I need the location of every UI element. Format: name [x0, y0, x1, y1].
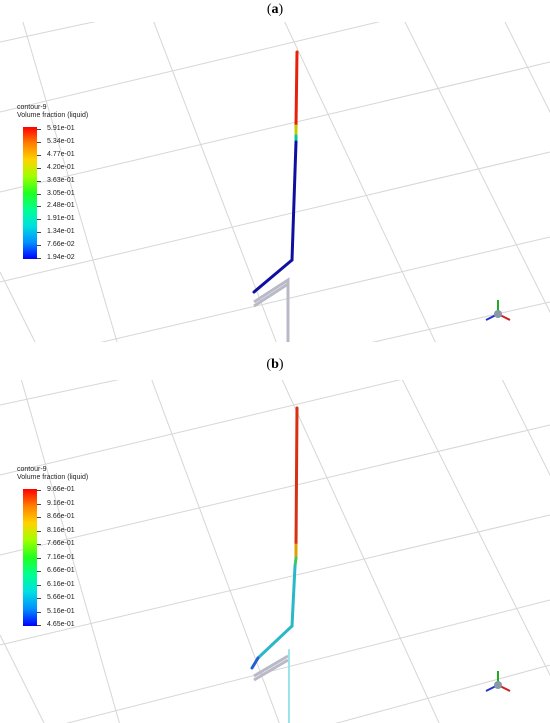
legend-value: 1.94e-02: [47, 254, 75, 261]
legend-title-b: contour-9 Volume fraction (liquid): [17, 466, 88, 482]
legend-tick: [37, 180, 41, 182]
legend-tick: [37, 625, 41, 626]
legend-value: 5.34e-01: [47, 137, 75, 145]
legend-value: 8.66e-01: [47, 513, 75, 520]
legend-value: 4.77e-01: [47, 150, 75, 158]
legend-value: 5.66e-01: [47, 594, 75, 601]
legend-tick: [37, 245, 41, 247]
pipe-lower: [253, 277, 290, 342]
grid-floor-a: [0, 22, 550, 342]
legend-tick: [37, 258, 41, 259]
colorbar-b: [23, 489, 37, 626]
legend-tick: [37, 557, 41, 559]
legend-tick: [37, 530, 41, 532]
legend-tick: [37, 167, 41, 169]
legend-value: 6.66e-01: [47, 567, 75, 574]
legend-title-line1-a: contour-9: [17, 104, 47, 111]
legend-value: 7.66e-02: [47, 241, 75, 249]
legend-tick: [37, 611, 41, 613]
legend-tick: [37, 598, 41, 599]
legend-value: 5.16e-01: [47, 607, 75, 615]
legend-value: 7.16e-01: [47, 553, 75, 561]
legend-title-a: contour-9 Volume fraction (liquid): [17, 104, 88, 120]
grid-floor-b: [0, 380, 550, 723]
legend-value: 8.16e-01: [47, 526, 75, 534]
panel-label-a: (a): [266, 2, 284, 17]
legend-tick: [37, 490, 41, 491]
pipe-colored: [252, 50, 299, 294]
legend-tick: [37, 129, 41, 130]
legend-tick: [37, 154, 41, 156]
panel-label-b: (b): [266, 357, 284, 372]
legend-title-line2-a: Volume fraction (liquid): [17, 112, 89, 119]
legend-tick: [37, 219, 41, 221]
legend-tick: [37, 544, 41, 545]
legend-title-line1-b: contour-9: [17, 466, 47, 473]
legend-value: 7.66e-01: [47, 540, 75, 547]
legend-title-line2-b: Volume fraction (liquid): [17, 474, 89, 481]
colorbar-a: [23, 127, 37, 259]
legend-value: 1.91e-01: [47, 215, 75, 223]
legend-value: 3.05e-01: [47, 189, 75, 197]
panel-b: [0, 380, 550, 723]
legend-value: 1.34e-01: [47, 228, 75, 236]
legend-tick: [37, 503, 41, 505]
legend-value: 9.16e-01: [47, 499, 75, 507]
legend-value: 3.63e-01: [47, 176, 75, 184]
axis-triad-icon: [485, 300, 511, 321]
legend-value: 4.20e-01: [47, 163, 75, 171]
legend-tick: [37, 141, 41, 143]
pipe-lower-b: [253, 654, 289, 682]
legend-tick: [37, 193, 41, 195]
legend-tick: [37, 571, 41, 572]
legend-tick: [37, 206, 41, 208]
legend-tick: [37, 584, 41, 586]
legend-value: 9.66e-01: [47, 486, 75, 493]
axis-triad-icon-b: [485, 671, 511, 692]
pipe-colored-b: [250, 406, 299, 723]
legend-tick: [37, 232, 41, 234]
legend-value: 5.91e-01: [47, 125, 75, 132]
legend-value: 4.65e-01: [47, 621, 75, 628]
panel-a: [0, 22, 550, 342]
legend-value: 6.16e-01: [47, 580, 75, 588]
legend-tick: [37, 517, 41, 518]
legend-value: 2.48e-01: [47, 202, 75, 210]
